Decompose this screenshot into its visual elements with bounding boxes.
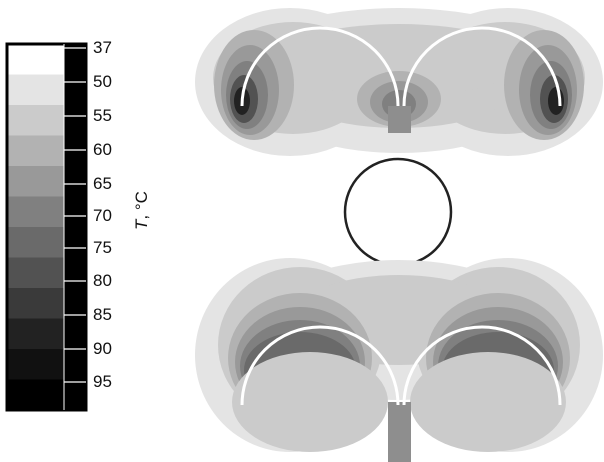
lower-stem <box>388 402 411 462</box>
tick-label: 55 <box>93 106 112 125</box>
colorbar-band <box>8 166 64 198</box>
colorbar: 37 50 55 60 65 70 75 80 85 90 95 T, °C <box>5 38 151 412</box>
center-ring <box>343 157 453 267</box>
colorbar-band <box>8 257 64 289</box>
lower-left-arc <box>240 325 400 406</box>
colorbar-band <box>8 196 64 228</box>
upper-right-arc <box>402 26 562 107</box>
colorbar-title-unit: , °C <box>132 191 151 220</box>
upper-right-hot-spot <box>504 30 584 140</box>
tick-label: 60 <box>93 140 112 159</box>
upper-temperature-field <box>195 8 603 156</box>
tick-label: 50 <box>93 72 112 91</box>
lower-temperature-field <box>195 258 603 462</box>
upper-left-arc <box>240 26 400 107</box>
colorbar-bands <box>8 44 64 411</box>
tick-label: 37 <box>93 38 112 57</box>
colorbar-band <box>8 288 64 320</box>
colorbar-band <box>8 105 64 137</box>
colorbar-band <box>8 349 64 381</box>
colorbar-title-symbol: T <box>132 218 151 230</box>
tick-label: 85 <box>93 305 112 324</box>
colorbar-tick-labels: 37 50 55 60 65 70 75 80 85 90 95 <box>93 38 112 391</box>
lower-right-warm-band <box>410 293 570 452</box>
tick-label: 70 <box>93 206 112 225</box>
tick-label: 80 <box>93 271 112 290</box>
tick-label: 95 <box>93 372 112 391</box>
colorbar-band <box>8 135 64 167</box>
lower-right-arc <box>402 325 562 406</box>
colorbar-band <box>8 227 64 259</box>
colorbar-band <box>8 318 64 350</box>
upper-left-hot-spot <box>214 30 294 140</box>
colorbar-ticks <box>64 47 86 383</box>
colorbar-band <box>8 379 64 411</box>
colorbar-band <box>8 74 64 106</box>
colorbar-title: T, °C <box>132 191 151 230</box>
colorbar-tick-strip <box>64 44 86 410</box>
upper-stem <box>388 106 411 133</box>
tick-label: 90 <box>93 339 112 358</box>
colorbar-band <box>8 44 64 76</box>
tick-label: 65 <box>93 174 112 193</box>
lower-left-warm-band <box>228 293 388 452</box>
tick-label: 75 <box>93 238 112 257</box>
